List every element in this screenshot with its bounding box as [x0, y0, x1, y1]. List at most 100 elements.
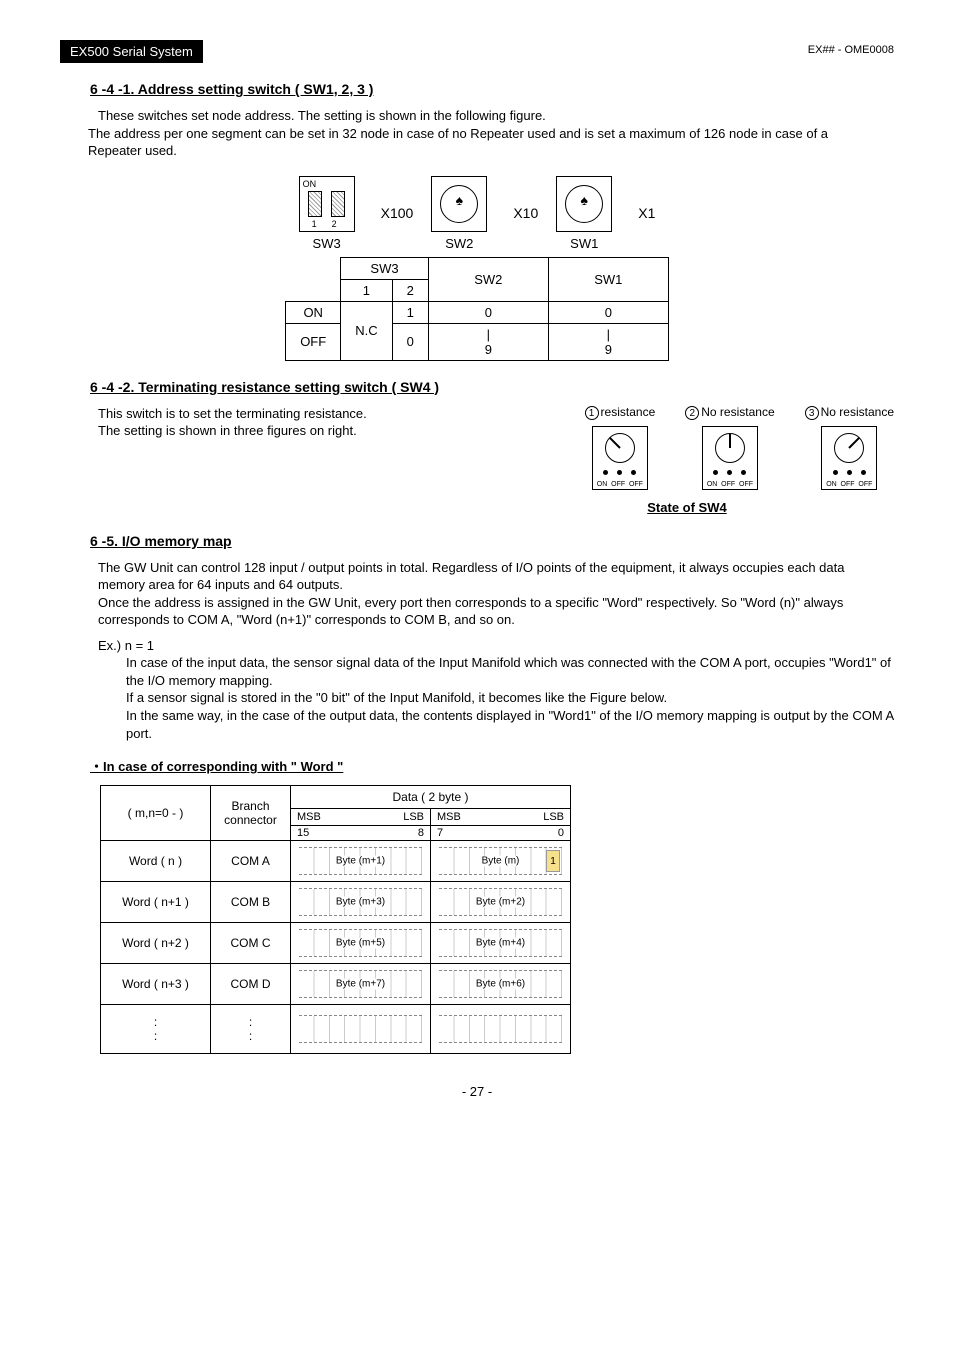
circled-2-icon: 2: [685, 406, 699, 420]
cell-sw2-on: 0: [428, 301, 548, 323]
cell-off-v2: 0: [392, 323, 428, 360]
row-on: ON: [286, 301, 341, 323]
th-lsb1: LSB: [364, 809, 431, 826]
th-0: 0: [504, 826, 571, 841]
x1-label: X1: [638, 205, 655, 221]
row-off: OFF: [286, 323, 341, 360]
word-row-branch: COM C: [211, 923, 291, 964]
cell-sw1-on: 0: [548, 301, 668, 323]
section-6-4-1-p1: These switches set node address. The set…: [98, 107, 884, 125]
word-row-label: Word ( n+1 ): [101, 882, 211, 923]
opt3-label: No resistance: [821, 405, 894, 419]
th-sw3-2: 2: [392, 279, 428, 301]
th-7: 7: [431, 826, 504, 841]
dip-slider-2: [331, 191, 345, 217]
opt2-label: No resistance: [701, 405, 774, 419]
word-row-label: Word ( n ): [101, 841, 211, 882]
terminating-options: 1resistance ONOFFOFF 2No resistance ONOF…: [585, 405, 894, 490]
header-right: EX## - OME0008: [808, 40, 894, 63]
rotary-sw1-box: ♠: [556, 176, 612, 232]
section-6-4-2-p2: The setting is shown in three figures on…: [98, 422, 575, 440]
th-8: 8: [364, 826, 431, 841]
byte-cell-high: Byte (m+7): [291, 964, 431, 1005]
rotary-sw1-circle: ♠: [565, 185, 603, 223]
switch-settings-table: SW3 SW2 SW1 1 2 ON N.C 1 0 0 OFF 0 | 9 |…: [285, 257, 669, 361]
th-lsb2: LSB: [504, 809, 571, 826]
circled-3-icon: 3: [805, 406, 819, 420]
page-header: EX500 Serial System EX## - OME0008: [60, 40, 894, 63]
arrow-up-icon: ♠: [581, 192, 588, 208]
circled-1-icon: 1: [585, 406, 599, 420]
word-row-branch: COM A: [211, 841, 291, 882]
section-6-5-p2: Once the address is assigned in the GW U…: [98, 594, 884, 629]
word-row-label: Word ( n+2 ): [101, 923, 211, 964]
th-msb1: MSB: [291, 809, 364, 826]
term-option-3: 3No resistance ONOFFOFF: [805, 405, 894, 490]
rotary-sw2-box: ♠: [431, 176, 487, 232]
byte-cell-high: [291, 1005, 431, 1054]
example-block: Ex.) n = 1 In case of the input data, th…: [98, 637, 894, 742]
byte-cell-low: Byte (m)1: [431, 841, 571, 882]
sw1-label: SW1: [556, 236, 612, 251]
section-6-4-2-title: 6 -4 -2. Terminating resistance setting …: [90, 379, 894, 395]
switch-diagram-row: ON 1 2 SW3 X100 ♠ SW2 X10 ♠ SW1 X1: [60, 176, 894, 251]
section-6-4-1-title: 6 -4 -1. Address setting switch ( SW1, 2…: [90, 81, 894, 97]
byte-cell-low: Byte (m+2): [431, 882, 571, 923]
dip-on-label: ON: [303, 179, 317, 189]
dip-slider-1: [308, 191, 322, 217]
cell-on-v2: 1: [392, 301, 428, 323]
sw3-label: SW3: [299, 236, 355, 251]
th-sw1: SW1: [548, 257, 668, 301]
th-sw3: SW3: [341, 257, 429, 279]
byte-cell-low: [431, 1005, 571, 1054]
th-sw3-1: 1: [341, 279, 392, 301]
ex-line-1: In case of the input data, the sensor si…: [126, 654, 894, 689]
sw3-group: ON 1 2 SW3: [299, 176, 355, 251]
section-6-4-1-p2: The address per one segment can be set i…: [88, 125, 884, 160]
section-6-5-p1: The GW Unit can control 128 input / outp…: [98, 559, 884, 594]
dip-num-2: 2: [332, 219, 337, 229]
th-15: 15: [291, 826, 364, 841]
sw2-group: ♠ SW2: [431, 176, 487, 251]
word-row-label: : :: [101, 1005, 211, 1054]
byte-cell-high: Byte (m+1): [291, 841, 431, 882]
cell-sw2-off: | 9: [428, 323, 548, 360]
byte-cell-high: Byte (m+3): [291, 882, 431, 923]
th-mn: ( m,n=0 - ): [101, 786, 211, 841]
th-msb2: MSB: [431, 809, 504, 826]
dip-num-1: 1: [312, 219, 317, 229]
opt1-label: resistance: [601, 405, 656, 419]
sw1-group: ♠ SW1: [556, 176, 612, 251]
word-row-branch: COM D: [211, 964, 291, 1005]
word-row-label: Word ( n+3 ): [101, 964, 211, 1005]
byte-cell-low: Byte (m+4): [431, 923, 571, 964]
section-6-5-title: 6 -5. I/O memory map: [90, 533, 894, 549]
term-option-2: 2No resistance ONOFFOFF: [685, 405, 774, 490]
byte-cell-high: Byte (m+5): [291, 923, 431, 964]
ex-line-3: In the same way, in the case of the outp…: [126, 707, 894, 742]
header-left: EX500 Serial System: [60, 40, 203, 63]
cell-sw1-off: | 9: [548, 323, 668, 360]
x100-label: X100: [381, 205, 414, 221]
word-mapping-table: ( m,n=0 - ) Branch connector Data ( 2 by…: [100, 785, 571, 1054]
th-branch: Branch connector: [211, 786, 291, 841]
word-row-branch: : :: [211, 1005, 291, 1054]
x10-label: X10: [513, 205, 538, 221]
cell-nc: N.C: [341, 301, 392, 360]
word-row-branch: COM B: [211, 882, 291, 923]
word-case-heading: ・In case of corresponding with " Word ": [90, 756, 894, 775]
section-6-4-2-p1: This switch is to set the terminating re…: [98, 405, 575, 423]
sw2-label: SW2: [431, 236, 487, 251]
byte-cell-low: Byte (m+6): [431, 964, 571, 1005]
ex-label: Ex.) n = 1: [98, 637, 894, 655]
page-number: - 27 -: [60, 1084, 894, 1099]
dip-switch-box: ON 1 2: [299, 176, 355, 232]
arrow-up-icon: ♠: [456, 192, 463, 208]
term-option-1: 1resistance ONOFFOFF: [585, 405, 656, 490]
th-data: Data ( 2 byte ): [291, 786, 571, 809]
ex-line-2: If a sensor signal is stored in the "0 b…: [126, 689, 894, 707]
state-of-sw4-label: State of SW4: [480, 500, 894, 515]
highlighted-bit: 1: [546, 850, 560, 872]
th-sw2: SW2: [428, 257, 548, 301]
rotary-sw2-circle: ♠: [440, 185, 478, 223]
